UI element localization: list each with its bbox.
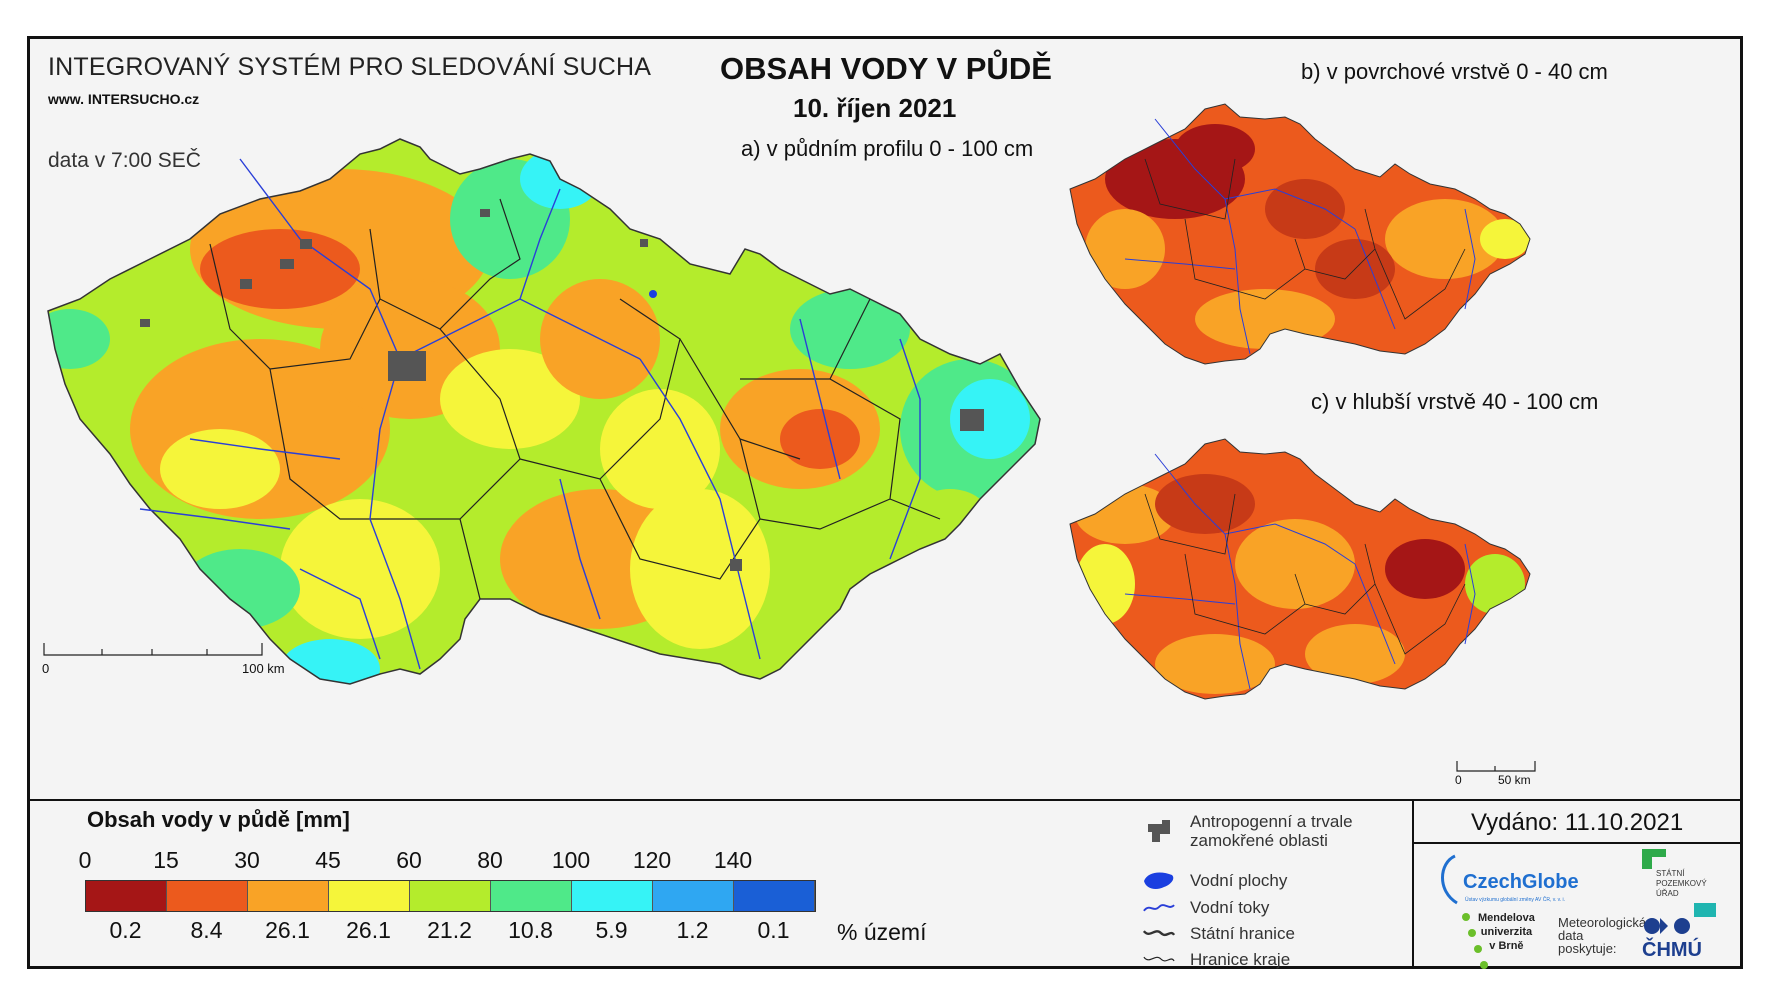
legend-tick-label: 0 [78, 847, 92, 873]
region-border-icon [1142, 947, 1176, 971]
chmu-mark-icon [1644, 918, 1690, 934]
system-title: INTEGROVANÝ SYSTÉM PRO SLEDOVÁNÍ SUCHA [48, 53, 652, 81]
legend-swatch [86, 881, 167, 911]
key-urban-label-2: zamokřené oblasti [1190, 831, 1328, 850]
legend-tick-label: 140 [713, 847, 753, 873]
mendel-logo: Mendelova univerzita v Brně [1460, 911, 1535, 976]
spu-line-2: POZEMKOVÝ [1656, 879, 1707, 888]
meteo-line-2: data [1558, 928, 1584, 943]
legend-tick-label: 100 [551, 847, 591, 873]
river-icon [1142, 895, 1176, 919]
key-water-body: Vodní plochy [1142, 868, 1287, 892]
legend-title: Obsah vody v půdě [mm] [87, 807, 350, 832]
soil-water-map-full-profile [47, 138, 1041, 685]
legend-percentage: 1.2 [676, 917, 709, 943]
legend-percentage: 26.1 [265, 917, 310, 943]
legend-swatch [329, 881, 410, 911]
meteo-line-3: poskytuje: [1558, 941, 1617, 956]
legend-swatch [491, 881, 572, 911]
mendel-line-3: v Brně [1489, 940, 1524, 952]
czechglobe-swoosh-icon [1441, 854, 1458, 905]
divider-horizontal [30, 799, 1740, 801]
legend-swatch [248, 881, 329, 911]
legend-swatch [653, 881, 734, 911]
website-url[interactable]: www. INTERSUCHO.cz [48, 91, 200, 107]
legend-tick-label: 45 [315, 847, 341, 873]
data-time: data v 7:00 SEČ [48, 149, 201, 172]
chmu-name: ČHMÚ [1642, 939, 1702, 961]
scale-main-start: 0 [42, 661, 50, 676]
soil-water-map-surface-layer [1069, 103, 1531, 365]
czechglobe-logo: CzechGlobe Ústav výzkumu globální změny … [1435, 851, 1585, 916]
key-river: Vodní toky [1142, 895, 1269, 919]
soil-water-map-deep-layer [1069, 438, 1531, 700]
legend-percentage: 21.2 [427, 917, 472, 943]
scale-bar-small [1456, 761, 1536, 772]
meteo-line-1: Meteorologická [1558, 915, 1647, 930]
czechglobe-name: CzechGlobe [1463, 871, 1579, 893]
issued-date: Vydáno: 11.10.2021 [1471, 809, 1684, 836]
legend-swatch [572, 881, 653, 911]
legend-percentage: 26.1 [346, 917, 391, 943]
legend-tick-label: 120 [632, 847, 672, 873]
divider-vertical [1412, 801, 1414, 967]
key-state-border: Státní hranice [1142, 921, 1295, 945]
legend-percentage: 10.8 [508, 917, 553, 943]
mendel-text: Mendelova univerzita v Brně [1478, 911, 1535, 953]
water-body-icon [1142, 868, 1176, 892]
legend-swatch [167, 881, 248, 911]
issued-underline [1414, 842, 1740, 844]
key-region-border: Hranice kraje [1142, 947, 1290, 971]
legend-percentage: 0.1 [757, 917, 790, 943]
chmu-logo: ČHMÚ [1642, 915, 1702, 961]
legend-swatch [734, 881, 815, 911]
map-frame: INTEGROVANÝ SYSTÉM PRO SLEDOVÁNÍ SUCHA w… [27, 36, 1743, 969]
spu-line-3: ÚŘAD [1656, 889, 1679, 898]
map-area: INTEGROVANÝ SYSTÉM PRO SLEDOVÁNÍ SUCHA w… [30, 39, 1740, 799]
czechglobe-sub: Ústav výzkumu globální změny AV ČR, v. v… [1465, 897, 1566, 903]
legend-tick-label: 15 [153, 847, 179, 873]
legend-tick-label: 80 [477, 847, 503, 873]
scale-small-end: 50 km [1498, 773, 1531, 787]
key-water-body-label: Vodní plochy [1190, 870, 1288, 890]
legend-tick-label: 30 [234, 847, 260, 873]
spu-accent-icon [1694, 903, 1716, 917]
legend-tick-label: 60 [396, 847, 422, 873]
urban-area-icon [1142, 819, 1176, 843]
map-a-title: a) v půdním profilu 0 - 100 cm [741, 136, 1034, 161]
legend-percentage: 8.4 [190, 917, 223, 943]
spu-line-1: STÁTNÍ [1656, 869, 1685, 878]
legend-percentage: 5.9 [595, 917, 628, 943]
spu-logo: STÁTNÍ POZEMKOVÝ ÚŘAD [1642, 849, 1716, 917]
mendel-dots-icon [1462, 913, 1488, 969]
key-urban-area: Antropogenní a trvale zamokřené oblasti [1142, 812, 1353, 850]
map-date: 10. říjen 2021 [793, 93, 957, 123]
legend-percentage: 0.2 [109, 917, 142, 943]
scale-bar-main [43, 643, 263, 656]
legend-color-bar [85, 880, 816, 912]
map-b-title: b) v povrchové vrstvě 0 - 40 cm [1301, 59, 1608, 84]
mendel-line-2: univerzita [1480, 926, 1533, 938]
scale-main-end: 100 km [242, 661, 285, 676]
key-river-label: Vodní toky [1190, 897, 1270, 917]
map-c-title: c) v hlubší vrstvě 40 - 100 cm [1311, 389, 1599, 414]
mendel-line-1: Mendelova [1478, 912, 1535, 924]
legend-swatch [410, 881, 491, 911]
spu-text: STÁTNÍ POZEMKOVÝ ÚŘAD [1656, 869, 1707, 899]
main-title: OBSAH VODY V PŮDĚ [720, 51, 1052, 86]
key-urban-label-1: Antropogenní a trvale [1190, 812, 1353, 831]
key-state-border-label: Státní hranice [1190, 923, 1295, 943]
spu-mark-icon [1642, 849, 1666, 869]
legend-pct-unit: % území [837, 919, 927, 945]
scale-small-start: 0 [1455, 773, 1462, 787]
state-border-icon [1142, 921, 1176, 945]
key-region-border-label: Hranice kraje [1190, 949, 1291, 969]
meteo-text: Meteorologická data poskytuje: [1558, 916, 1646, 955]
